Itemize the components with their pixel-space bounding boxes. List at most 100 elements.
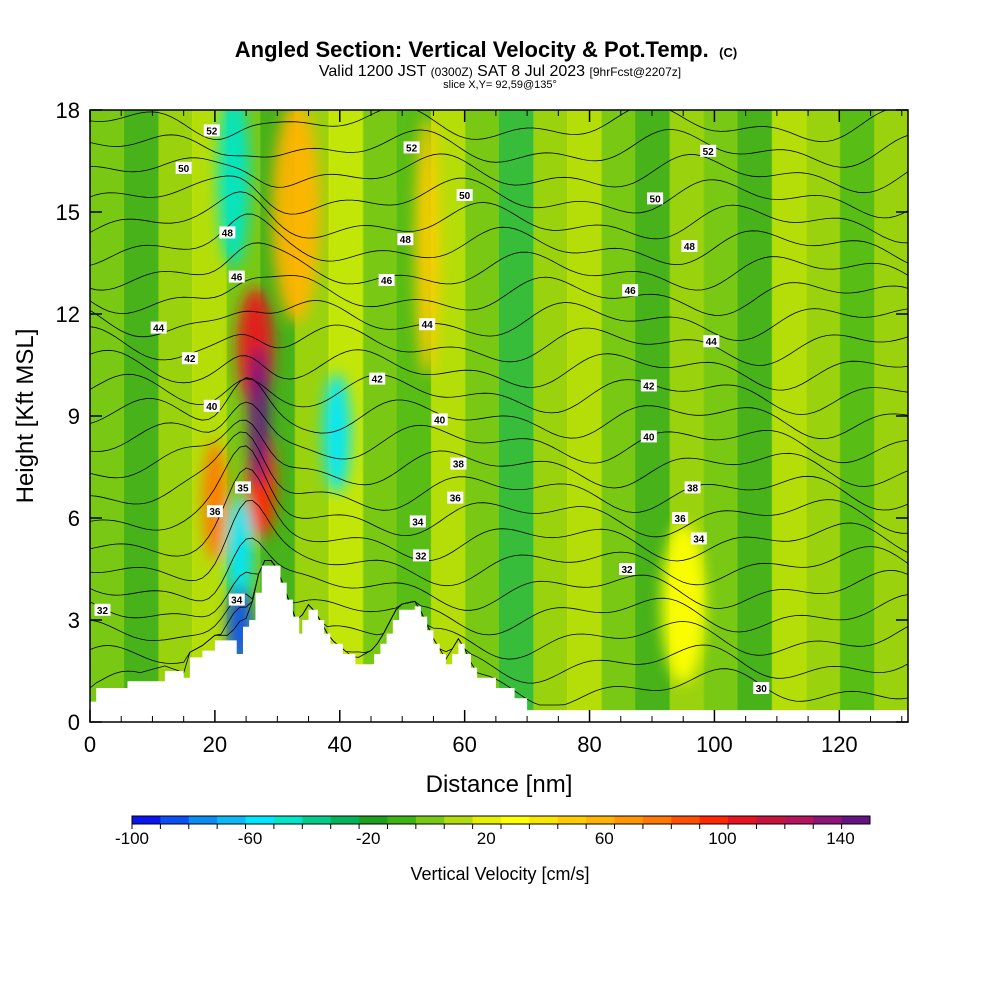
velocity-stripe <box>533 110 569 722</box>
svg-text:46: 46 <box>231 273 243 284</box>
svg-text:50: 50 <box>650 194 662 205</box>
colorbar-title: Vertical Velocity [cm/s] <box>410 864 589 884</box>
x-tick-label: 20 <box>203 732 227 757</box>
contour-label: 36 <box>206 505 223 518</box>
y-tick-label: 0 <box>68 710 80 735</box>
contour-label: 42 <box>181 352 198 365</box>
colorbar-swatch <box>756 816 786 824</box>
colorbar-tick-label: -60 <box>238 829 263 848</box>
svg-text:40: 40 <box>206 402 218 413</box>
contour-label: 52 <box>700 144 717 158</box>
colorbar-swatch <box>245 816 275 824</box>
colorbar-swatch <box>188 816 218 824</box>
theta-contour <box>90 349 908 391</box>
y-tick-label: 18 <box>56 98 80 123</box>
theta-contour <box>90 153 908 194</box>
contour-label: 32 <box>412 549 429 562</box>
x-tick-label: 80 <box>577 732 601 757</box>
chart-title: Angled Section: Vertical Velocity & Pot.… <box>235 37 737 62</box>
contour-label: 46 <box>228 270 245 284</box>
theta-contour <box>90 175 908 219</box>
svg-text:34: 34 <box>693 534 705 545</box>
velocity-stripe <box>737 110 773 722</box>
contour-label: 52 <box>203 124 220 137</box>
contour-label: 52 <box>403 141 420 154</box>
plot-area: 52 52 52 50 50 50 48 48 48 46 46 46 44 44 44 42 42 42 40 40… <box>90 110 908 722</box>
theta-contour <box>90 110 888 143</box>
colorbar-swatch <box>529 816 559 824</box>
svg-text:42: 42 <box>643 381 655 392</box>
contour-label: 48 <box>219 226 236 239</box>
colorbar-swatch <box>387 816 417 824</box>
contour-label: 50 <box>456 189 473 202</box>
theta-contour <box>90 128 908 168</box>
contour-label: 34 <box>228 593 245 607</box>
colorbar-swatch <box>699 816 729 824</box>
contour-label: 38 <box>450 457 467 471</box>
colorbar-swatch <box>273 816 303 824</box>
theta-contour <box>90 467 908 562</box>
contour-label: 34 <box>690 532 707 545</box>
colorbar-frame <box>131 815 871 825</box>
velocity-downdraft-38 <box>322 373 351 493</box>
colorbar-swatch <box>728 816 757 824</box>
velocity-stripe <box>567 110 603 722</box>
svg-text:32: 32 <box>621 565 633 576</box>
contour-label: 36 <box>447 491 464 505</box>
colorbar-swatch <box>359 816 388 824</box>
velocity-updraft-upper <box>272 110 321 322</box>
contour-label: 38 <box>684 481 701 494</box>
x-tick-label: 120 <box>821 732 858 757</box>
svg-text:50: 50 <box>459 191 471 202</box>
velocity-stripe <box>464 110 500 722</box>
svg-text:44: 44 <box>706 337 718 348</box>
theta-contour <box>90 431 908 513</box>
svg-text:50: 50 <box>178 164 190 175</box>
svg-text:34: 34 <box>412 517 424 528</box>
colorbar-swatch <box>671 816 701 824</box>
colorbar-swatch <box>784 816 814 824</box>
velocity-updraft-west <box>202 441 227 561</box>
velocity-downdraft-mid <box>226 497 253 607</box>
contour-label: 32 <box>94 603 111 617</box>
contour-label: 36 <box>672 512 689 525</box>
theta-contour <box>90 499 908 587</box>
x-tick-label: 100 <box>696 732 733 757</box>
contour-label: 40 <box>640 430 657 443</box>
x-tick-label: 40 <box>328 732 352 757</box>
contour-label: 46 <box>378 274 395 287</box>
svg-text:40: 40 <box>434 415 446 426</box>
colorbar-tick-label: 140 <box>826 829 854 848</box>
velocity-updraft-95 <box>661 523 706 683</box>
svg-text:42: 42 <box>372 375 384 386</box>
colorbar-swatch <box>415 816 445 824</box>
colorbar-swatch <box>217 816 247 824</box>
colorbar-swatch <box>302 816 332 824</box>
svg-text:34: 34 <box>231 596 243 607</box>
potential-temperature-contours <box>90 110 908 706</box>
contour-label: 42 <box>369 372 386 386</box>
colorbar-tick-label: 60 <box>595 829 614 848</box>
velocity-stripe <box>158 110 194 722</box>
colorbar-swatch <box>330 816 360 824</box>
svg-text:48: 48 <box>684 242 696 253</box>
contour-label: 48 <box>681 240 698 253</box>
theta-contour <box>90 560 908 684</box>
colorbar-swatch <box>841 816 871 824</box>
contour-label: 35 <box>234 481 251 494</box>
colorbar-swatch <box>557 816 587 824</box>
theta-contour <box>90 401 908 464</box>
y-axis-title: Height [Kft MSL] <box>12 329 39 504</box>
theta-contour <box>90 560 908 706</box>
terrain-profile <box>90 565 908 722</box>
contour-label: 44 <box>150 321 167 335</box>
contour-label: 42 <box>640 379 657 392</box>
svg-text:52: 52 <box>406 143 418 154</box>
svg-text:32: 32 <box>415 551 427 562</box>
velocity-updraft-core <box>248 346 269 486</box>
contour-label: 46 <box>622 284 639 297</box>
velocity-stripe <box>362 110 398 722</box>
x-axis-title: Distance [nm] <box>426 771 573 798</box>
theta-contour <box>90 324 908 366</box>
